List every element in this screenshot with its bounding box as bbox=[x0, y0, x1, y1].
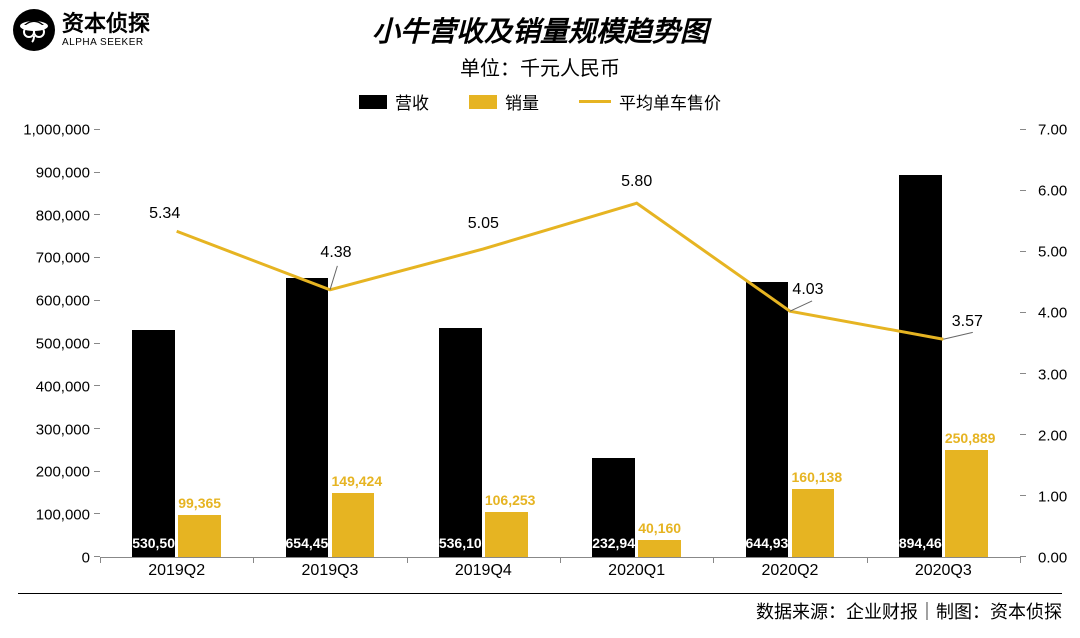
y-right-tick: 0.00 bbox=[1038, 550, 1080, 567]
chart-title: 小牛营收及销量规模趋势图 bbox=[0, 10, 1080, 50]
y-right-tick: 3.00 bbox=[1038, 366, 1080, 383]
y-left-tick: 1,000,000 bbox=[0, 122, 90, 139]
y-left-tick: 500,000 bbox=[0, 336, 90, 353]
y-axis-left: 0100,000200,000300,000400,000500,000600,… bbox=[0, 130, 90, 558]
price-label: 5.05 bbox=[468, 215, 499, 233]
legend-volume: 销量 bbox=[469, 89, 539, 114]
y-left-tick: 900,000 bbox=[0, 164, 90, 181]
y-right-tick: 4.00 bbox=[1038, 305, 1080, 322]
price-label: 5.80 bbox=[621, 173, 652, 191]
logo-text-en: ALPHA SEEKER bbox=[62, 37, 150, 48]
y-axis-right: 0.001.002.003.004.005.006.007.00 bbox=[1030, 130, 1080, 558]
x-axis-label: 2020Q3 bbox=[867, 562, 1020, 588]
detective-icon bbox=[12, 8, 56, 52]
brand-logo: 资本侦探 ALPHA SEEKER bbox=[12, 8, 150, 52]
price-label: 4.03 bbox=[792, 281, 823, 299]
y-left-tick: 600,000 bbox=[0, 293, 90, 310]
price-label: 4.38 bbox=[320, 244, 351, 262]
legend-revenue: 营收 bbox=[359, 89, 429, 114]
chart-plot-area: 530,50699,365654,457149,424536,107106,25… bbox=[100, 130, 1020, 558]
price-line bbox=[100, 130, 1020, 557]
y-left-tick: 100,000 bbox=[0, 507, 90, 524]
y-left-tick: 800,000 bbox=[0, 207, 90, 224]
price-label: 5.34 bbox=[149, 205, 180, 223]
y-left-tick: 400,000 bbox=[0, 378, 90, 395]
x-axis-label: 2020Q2 bbox=[713, 562, 866, 588]
x-axis-labels: 2019Q22019Q32019Q42020Q12020Q22020Q3 bbox=[100, 562, 1020, 588]
y-left-tick: 0 bbox=[0, 550, 90, 567]
chart-subtitle: 单位：千元人民币 bbox=[0, 52, 1080, 81]
x-axis-label: 2019Q3 bbox=[253, 562, 406, 588]
price-label: 3.57 bbox=[952, 313, 983, 331]
x-axis-label: 2019Q2 bbox=[100, 562, 253, 588]
legend-price: 平均单车售价 bbox=[579, 89, 721, 114]
y-left-tick: 700,000 bbox=[0, 250, 90, 267]
y-right-tick: 5.00 bbox=[1038, 244, 1080, 261]
source-line: 数据来源：企业财报｜制图：资本侦探 bbox=[18, 593, 1062, 624]
y-left-tick: 200,000 bbox=[0, 464, 90, 481]
y-right-tick: 1.00 bbox=[1038, 488, 1080, 505]
y-right-tick: 2.00 bbox=[1038, 427, 1080, 444]
chart-legend: 营收 销量 平均单车售价 bbox=[0, 89, 1080, 114]
x-axis-label: 2020Q1 bbox=[560, 562, 713, 588]
logo-text-cn: 资本侦探 bbox=[62, 12, 150, 36]
y-right-tick: 7.00 bbox=[1038, 122, 1080, 139]
y-right-tick: 6.00 bbox=[1038, 183, 1080, 200]
y-left-tick: 300,000 bbox=[0, 421, 90, 438]
x-axis-label: 2019Q4 bbox=[407, 562, 560, 588]
